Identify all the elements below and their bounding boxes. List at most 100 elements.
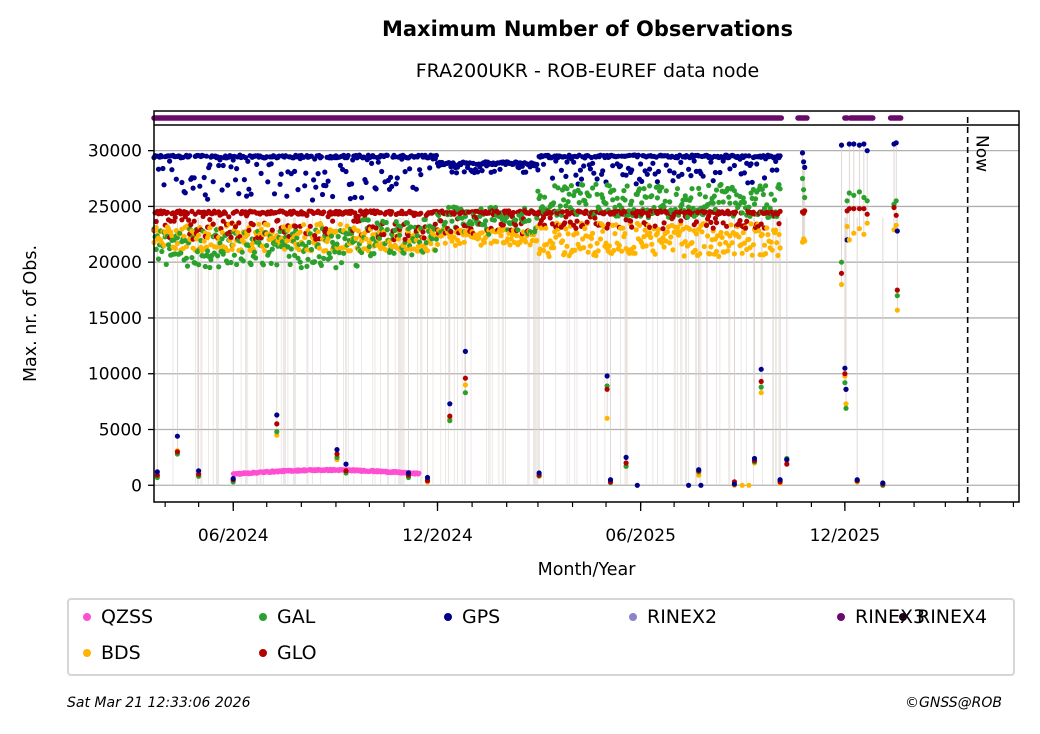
point-bds	[769, 247, 775, 253]
point-gal	[577, 190, 584, 196]
point-bds	[572, 247, 578, 253]
point-bds	[588, 235, 595, 241]
point-bds	[746, 482, 752, 488]
point-gps	[838, 142, 845, 148]
point-gal	[684, 214, 691, 220]
point-gal	[328, 233, 335, 239]
point-bds	[325, 236, 331, 242]
point-gps	[647, 166, 653, 172]
point-bds	[622, 231, 628, 237]
point-gps	[799, 150, 806, 156]
point-gal	[594, 191, 600, 197]
point-gal	[449, 218, 455, 224]
point-gal	[447, 418, 453, 424]
point-gal	[720, 199, 726, 205]
point-gal	[551, 200, 557, 206]
point-bds	[716, 253, 722, 259]
point-bds	[761, 242, 768, 248]
now-label: Now	[972, 135, 992, 172]
point-bds	[203, 244, 210, 250]
point-glo	[418, 210, 424, 216]
point-gps	[633, 181, 639, 187]
point-gps	[491, 168, 497, 174]
point-bds	[631, 244, 637, 250]
point-gal	[442, 219, 448, 225]
point-bds	[315, 229, 321, 235]
point-bds	[181, 233, 187, 239]
point-gps	[154, 469, 160, 475]
point-gps	[686, 482, 692, 488]
point-glo	[191, 218, 197, 224]
point-gal	[662, 198, 668, 204]
point-gal	[153, 246, 159, 252]
point-gps	[245, 158, 251, 164]
point-gal	[861, 194, 867, 201]
point-gps	[708, 159, 714, 165]
point-glo	[236, 220, 242, 226]
point-gal	[338, 260, 345, 266]
point-gal	[838, 259, 845, 265]
point-gps	[453, 170, 460, 176]
point-bds	[725, 248, 731, 254]
point-gps	[462, 348, 468, 354]
point-glo	[164, 209, 170, 215]
x-axis-label: Month/Year	[538, 560, 637, 580]
point-gal	[269, 246, 275, 252]
point-bds	[616, 242, 623, 249]
point-gps	[278, 171, 284, 177]
point-gal	[799, 175, 806, 182]
point-gps	[639, 178, 645, 184]
point-gal	[622, 197, 628, 203]
point-gps	[311, 177, 317, 183]
point-bds	[508, 236, 514, 242]
point-bds	[699, 229, 705, 235]
point-gps	[234, 166, 240, 172]
point-gps	[292, 168, 298, 174]
point-gal	[469, 221, 475, 227]
point-gal	[688, 195, 694, 201]
point-gal	[760, 191, 767, 198]
point-gps	[284, 193, 290, 199]
point-gal	[326, 250, 332, 256]
point-bds	[642, 227, 648, 233]
point-gps	[604, 373, 610, 379]
point-gps	[352, 194, 358, 200]
point-gal	[205, 248, 211, 254]
point-gal	[625, 212, 632, 218]
point-gal	[155, 256, 162, 262]
legend-label: QZSS	[101, 606, 154, 628]
point-gps	[717, 169, 723, 176]
point-glo	[629, 224, 635, 230]
point-glo	[894, 287, 900, 293]
point-bds	[461, 239, 467, 245]
point-bds	[713, 248, 720, 255]
point-gps	[688, 173, 694, 179]
point-bds	[664, 229, 671, 235]
legend-marker	[629, 613, 637, 621]
legend-item-gps: GPS	[444, 606, 500, 628]
point-gal	[251, 249, 258, 255]
point-gps	[254, 161, 260, 167]
point-gps	[617, 163, 624, 169]
point-gal	[408, 224, 414, 230]
point-gal	[600, 195, 606, 201]
point-gps	[801, 159, 807, 165]
point-bds	[843, 401, 849, 407]
point-bds	[773, 227, 779, 233]
chart-title: Maximum Number of Observations	[381, 17, 794, 41]
point-gps	[842, 365, 848, 371]
point-gal	[647, 183, 653, 189]
point-glo	[378, 210, 384, 216]
legend-item-bds: BDS	[83, 642, 141, 664]
point-gps	[654, 179, 661, 185]
point-bds	[655, 226, 662, 233]
point-gal	[409, 252, 415, 258]
legend-marker	[444, 613, 452, 621]
point-gal	[342, 235, 348, 242]
point-gps	[187, 153, 193, 159]
point-gal	[727, 200, 733, 206]
point-gps	[691, 158, 697, 164]
point-gal	[758, 384, 764, 390]
point-glo	[172, 214, 178, 220]
point-gps	[571, 159, 577, 165]
